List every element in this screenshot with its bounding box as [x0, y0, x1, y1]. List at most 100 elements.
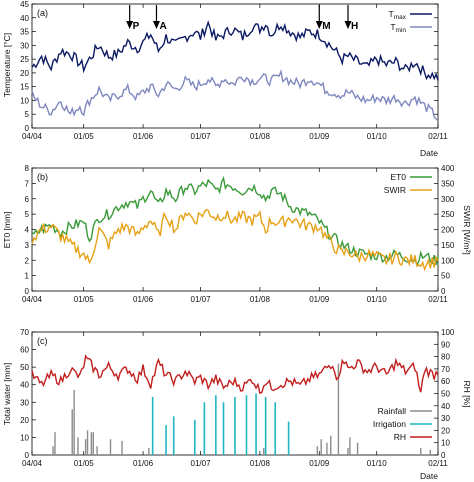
y-tick-label-1-4: 4: [25, 226, 30, 235]
y2-tick-label-1-7: 350: [441, 179, 455, 188]
y2-tick-label-2-0: 0: [441, 451, 446, 460]
x-tick-label-0-1: 01/05: [74, 132, 95, 141]
x-tick-label-2-6: 01/10: [367, 459, 388, 468]
panel-temperature: (a) Temperature [°C] Date 0 5 10 15 20 25 30 35…: [2, 0, 448, 158]
y-tick-label-0-7: 35: [20, 28, 29, 37]
y-tick-label-0-3: 15: [20, 83, 29, 92]
x-tick-label-0-5: 01/09: [309, 132, 330, 141]
panel-c-ylabel: Total water [mm]: [2, 363, 12, 425]
panel-water-rh: (c) Total water [mm] RH [%] Date 0 10 20 30…: [2, 328, 472, 481]
event-arrow-head-1: [152, 21, 160, 29]
legend-subscript: max: [394, 14, 407, 21]
series-line-0-0: [31, 20, 439, 81]
legend-label-0-1: Tmin: [390, 22, 406, 34]
series-line-0-1: [31, 69, 439, 122]
y2-tick-label-2-1: 10: [441, 439, 450, 448]
y-tick-label-1-2: 2: [25, 256, 30, 265]
panel-a-xlabel: Date: [420, 148, 438, 158]
x-tick-label-0-7: 02/11: [428, 132, 448, 141]
y2-tick-label-2-10: 100: [441, 328, 455, 337]
panel-label-c: (c): [37, 336, 48, 346]
plot-frame-0: [31, 3, 439, 129]
y-tick-label-1-0: 0: [25, 287, 30, 296]
panel-et0-swir: (b) ET0 [mm] SWIR [W/m²] 0 1 2 3 4 5 6 7 8 0 50 100…: [2, 164, 472, 304]
x-tick-label-2-0: 04/04: [22, 459, 43, 468]
x-tick-label-2-5: 01/09: [309, 459, 330, 468]
y-tick-label-0-4: 20: [20, 69, 29, 78]
x-tick-label-2-2: 01/06: [133, 459, 154, 468]
event-arrow-head-0: [126, 21, 134, 29]
y2-tick-label-1-1: 50: [441, 272, 450, 281]
legend-label-2-2: RH: [394, 432, 406, 442]
x-tick-label-2-7: 02/11: [428, 459, 448, 468]
y2-tick-label-1-8: 400: [441, 164, 455, 173]
x-tick-label-0-0: 04/04: [22, 132, 43, 141]
panel-c-xlabel: Date: [420, 471, 438, 481]
y-tick-label-1-1: 1: [25, 272, 30, 281]
y-tick-label-0-6: 30: [20, 41, 29, 50]
series-line-1-0: [31, 175, 439, 267]
y2-tick-label-2-6: 60: [441, 377, 450, 386]
y-tick-label-1-5: 5: [25, 210, 30, 219]
y2-tick-label-1-5: 250: [441, 210, 455, 219]
x-tick-label-1-7: 02/11: [428, 295, 448, 304]
event-label-A: A: [159, 21, 166, 32]
event-label-H: H: [351, 21, 358, 32]
panel-a-ylabel: Temperature [°C]: [2, 33, 12, 97]
x-tick-label-1-1: 01/05: [74, 295, 95, 304]
panel-b-y2label: SWIR [W/m²]: [462, 205, 472, 255]
x-tick-label-2-1: 01/05: [74, 459, 95, 468]
x-tick-label-0-2: 01/06: [133, 132, 154, 141]
y-tick-label-1-7: 7: [25, 179, 30, 188]
y-tick-label-0-5: 25: [20, 55, 29, 64]
y-tick-label-0-2: 10: [20, 96, 29, 105]
y2-tick-label-1-0: 0: [441, 287, 446, 296]
y-tick-label-2-4: 40: [20, 381, 29, 390]
x-tick-label-0-6: 01/10: [367, 132, 388, 141]
y-tick-label-2-3: 30: [20, 398, 29, 407]
x-tick-label-1-3: 01/07: [191, 295, 212, 304]
y-tick-label-2-0: 0: [25, 451, 30, 460]
x-tick-label-1-5: 01/09: [309, 295, 330, 304]
x-tick-label-2-3: 01/07: [191, 459, 212, 468]
x-tick-label-1-4: 01/08: [250, 295, 271, 304]
y-tick-label-2-1: 10: [20, 433, 29, 442]
y2-tick-label-2-9: 90: [441, 340, 450, 349]
x-tick-label-0-3: 01/07: [191, 132, 212, 141]
x-tick-label-1-0: 04/04: [22, 295, 43, 304]
y-tick-label-1-6: 6: [25, 195, 30, 204]
y2-tick-label-2-7: 70: [441, 365, 450, 374]
y-tick-label-0-8: 40: [20, 14, 29, 23]
y-tick-label-2-7: 70: [20, 328, 29, 337]
event-arrow-head-2: [315, 21, 323, 29]
y2-tick-label-1-6: 300: [441, 195, 455, 204]
y-tick-label-2-6: 60: [20, 346, 29, 355]
y-tick-label-0-1: 5: [25, 110, 30, 119]
x-tick-label-2-4: 01/08: [250, 459, 271, 468]
y-tick-label-1-3: 3: [25, 241, 30, 250]
y-tick-label-2-2: 20: [20, 416, 29, 425]
y-tick-label-1-8: 8: [25, 164, 30, 173]
legend-label-2-0: Rainfall: [378, 406, 406, 416]
y2-tick-label-1-4: 200: [441, 226, 455, 235]
y-tick-label-0-0: 0: [25, 124, 30, 133]
y2-tick-label-2-3: 30: [441, 414, 450, 423]
legend-label-1-0: ET0: [390, 172, 406, 182]
event-label-P: P: [133, 21, 140, 32]
y2-tick-label-1-2: 100: [441, 256, 455, 265]
x-tick-label-1-6: 01/10: [367, 295, 388, 304]
rh-line: [31, 354, 439, 395]
legend-label-1-1: SWIR: [384, 185, 406, 195]
legend-label-2-1: Irrigation: [373, 419, 406, 429]
y2-tick-label-2-2: 20: [441, 426, 450, 435]
y-tick-label-2-5: 50: [20, 363, 29, 372]
y2-tick-label-1-3: 150: [441, 241, 455, 250]
panel-b-ylabel: ET0 [mm]: [2, 212, 12, 249]
y2-tick-label-2-5: 50: [441, 390, 450, 399]
event-label-M: M: [322, 21, 330, 32]
legend-label-0-0: Tmax: [389, 9, 407, 21]
panel-label-b: (b): [37, 172, 48, 182]
y2-tick-label-2-8: 80: [441, 353, 450, 362]
y-tick-label-0-9: 45: [20, 0, 29, 9]
